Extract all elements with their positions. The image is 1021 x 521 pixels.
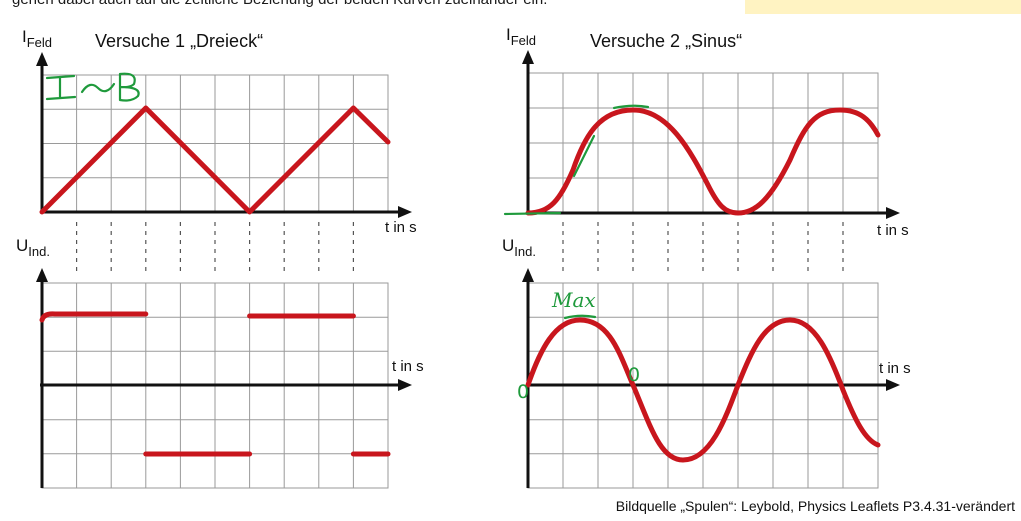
x-label-current: t in s	[385, 219, 417, 236]
x-label-voltage: t in s	[392, 358, 424, 375]
sine-current-curve	[525, 107, 881, 216]
handwritten-zero-b: 0	[628, 364, 640, 386]
x-axis-arrow	[398, 206, 412, 218]
y-axis-voltage-arrow	[36, 268, 48, 282]
x-axis-voltage-sine-arrow	[886, 379, 900, 391]
panel-triangle: IFeld Versuche 1 „Dreieck“ t in s	[16, 27, 424, 489]
handwritten-zero-a: 0	[517, 381, 529, 403]
x-axis-sine-arrow	[886, 207, 900, 219]
cut-off-text-line: gehen dabei auch auf die zeitliche Bezie…	[12, 0, 547, 8]
voltage-segment-1	[39, 311, 149, 323]
grid-triangle-current	[41, 74, 389, 213]
y-axis-voltage-sine-arrow	[522, 268, 534, 282]
triangle-current-curve	[39, 105, 391, 215]
y-label-current-sine: IFeld	[506, 25, 536, 48]
x-label-voltage-sine: t in s	[879, 360, 911, 377]
panel-sine: IFeld Versuche 2 „Sinus“ t in s	[502, 25, 911, 489]
handwritten-i-prop-b	[45, 72, 140, 102]
top-strip: gehen dabei auch auf die zeitliche Bezie…	[0, 0, 1021, 14]
dashed-guides-triangle	[75, 222, 354, 275]
y-label-voltage: UInd.	[16, 236, 50, 259]
image-source-caption: Bildquelle „Spulen“: Leybold, Physics Le…	[616, 498, 1015, 514]
grid-sine-current	[527, 72, 879, 214]
dashed-guides-sine	[562, 222, 844, 275]
x-label-current-sine: t in s	[877, 222, 909, 239]
sine-voltage-curve	[525, 317, 881, 463]
text-highlight	[745, 0, 1021, 14]
panel-title-triangle: Versuche 1 „Dreieck“	[95, 31, 263, 51]
y-label-current: IFeld	[22, 27, 52, 50]
panel-title-sine: Versuche 2 „Sinus“	[590, 31, 742, 51]
handwritten-tangents	[503, 104, 650, 320]
y-label-voltage-sine: UInd.	[502, 236, 536, 259]
y-axis-arrow	[36, 52, 48, 66]
handwritten-max: Max	[551, 288, 596, 312]
y-axis-sine-arrow	[522, 50, 534, 64]
x-axis-voltage-arrow	[398, 379, 412, 391]
